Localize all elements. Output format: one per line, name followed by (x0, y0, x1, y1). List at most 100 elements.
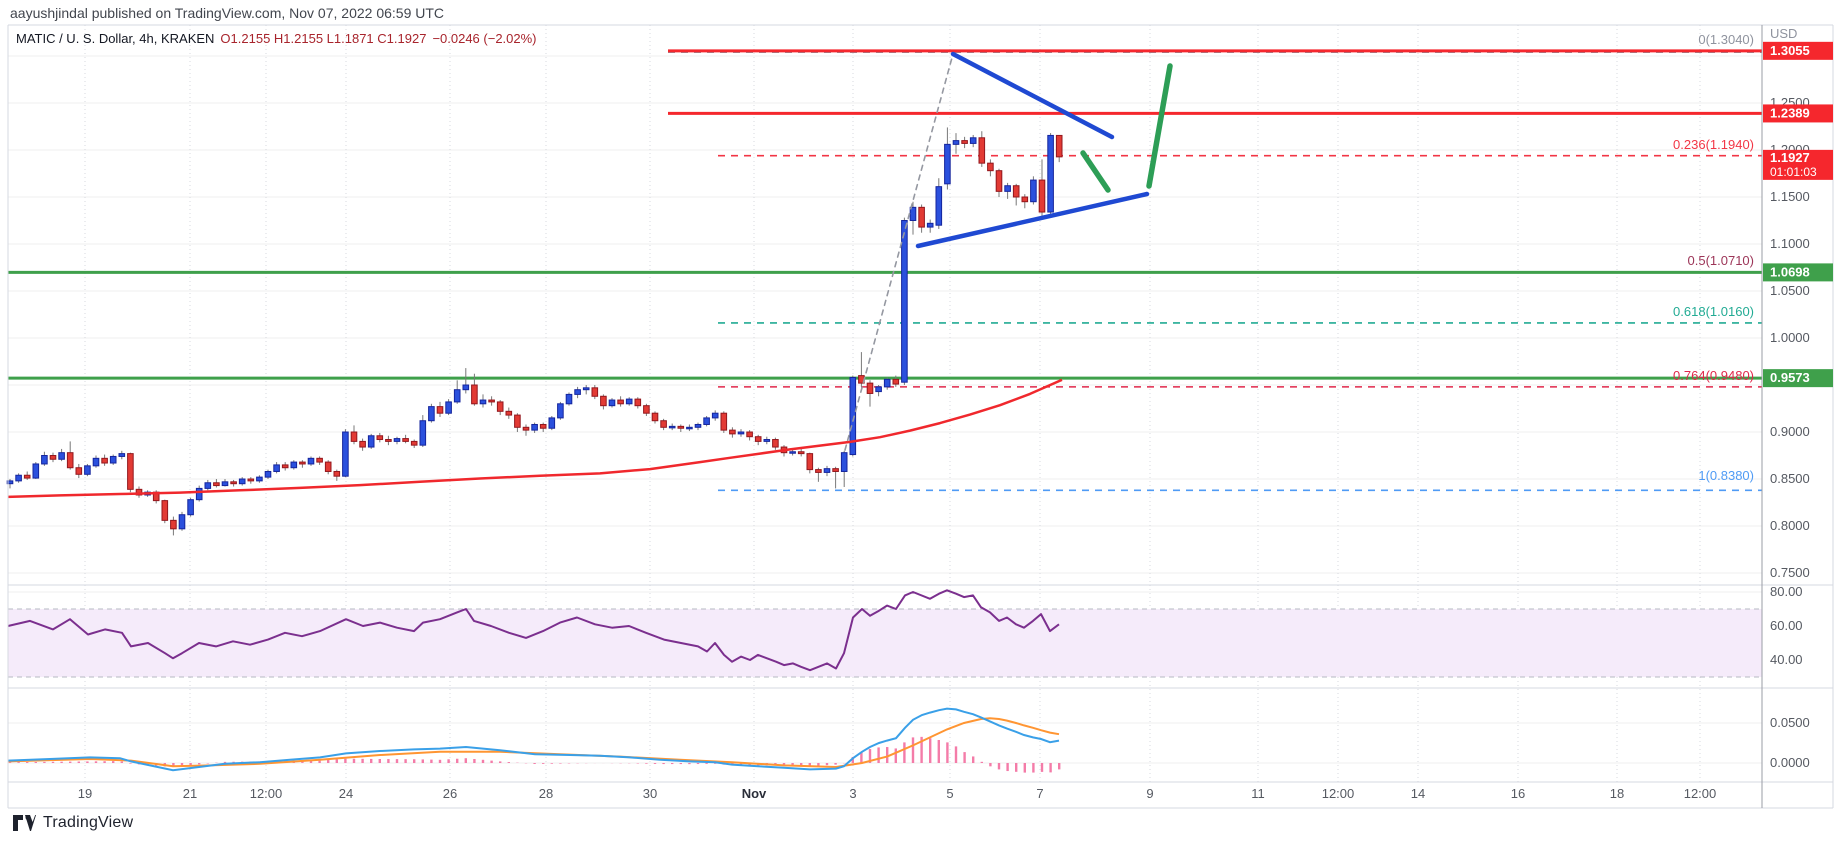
candle-body (694, 423, 702, 428)
price-axis-label: 1.0698 (1763, 263, 1833, 282)
time-axis[interactable]: 19 21 12:00 24 26 28 30 Nov 3 5 7 9 11 12:00 14 16 18 12:… (78, 786, 1717, 801)
rsi-band (8, 609, 1762, 677)
macd-line[interactable] (7, 707, 1060, 772)
price-axis-label: 1.2389 (1763, 104, 1833, 123)
candle-body (729, 429, 736, 435)
candle-body (823, 468, 831, 473)
rsi-pane[interactable] (7, 589, 1762, 678)
candle-body (746, 431, 753, 438)
moving-average-line[interactable] (7, 378, 1063, 499)
candle-body (75, 467, 83, 475)
time-tick-label: Nov (742, 786, 767, 801)
candle-body (849, 376, 857, 456)
candle-body (230, 481, 237, 485)
rsi-line[interactable] (7, 589, 1060, 672)
candle-body (41, 455, 48, 465)
green-trendline[interactable] (1146, 63, 1173, 189)
price-axis[interactable]: USD1.25001.20001.15001.10001.05001.00000… (1770, 26, 1810, 770)
candle-body (505, 410, 513, 416)
candle-body (453, 389, 461, 403)
candle-body (763, 439, 771, 442)
price-label-text: 1.1927 (1770, 150, 1810, 165)
candle-body (1004, 185, 1011, 192)
candle-body (256, 476, 263, 482)
fib-level-label: 0.618(1.0160) (1673, 304, 1754, 319)
candle-body (574, 389, 581, 395)
candle-body (49, 455, 57, 460)
candle-body (926, 222, 934, 228)
candle-body (350, 431, 358, 442)
projection-dashed-line[interactable] (844, 53, 954, 451)
pane-borders (7, 24, 1834, 809)
price-tick-label: 1.1000 (1770, 236, 1810, 251)
time-tick-label: 30 (643, 786, 657, 801)
time-tick-label: 9 (1146, 786, 1153, 801)
fib-level-label: 0(1.3040) (1698, 32, 1754, 47)
candle-body (359, 440, 366, 448)
candle-body (668, 425, 676, 429)
candle-body (832, 468, 839, 472)
candle-body (385, 439, 392, 442)
candle-body (213, 482, 220, 487)
tradingview-logo-icon (13, 815, 36, 831)
candle-body (625, 398, 633, 405)
candle-body (1030, 179, 1037, 203)
candle-body (376, 435, 384, 441)
candle-body (488, 399, 495, 403)
candle-body (221, 481, 229, 487)
candle-body (419, 420, 427, 446)
candle-body (6, 480, 14, 485)
fib-level-label: 0.5(1.0710) (1688, 253, 1755, 268)
candle-body (428, 406, 435, 422)
price-axis-label: 0.9573 (1763, 369, 1833, 388)
green-trendline[interactable] (1080, 150, 1111, 193)
candle-body (720, 412, 728, 431)
macd-tick-label: 0.0500 (1770, 715, 1810, 730)
candle-body (539, 423, 547, 429)
candle-body (307, 457, 315, 465)
candle-body (195, 487, 203, 501)
symbol-legend[interactable]: MATIC / U. S. Dollar, 4h, KRAKEN O1.2155 … (16, 31, 537, 46)
candle-body (565, 393, 573, 405)
candle-body (264, 470, 272, 478)
macd-signal-line[interactable] (7, 717, 1060, 769)
candle-body (797, 451, 805, 455)
candle-body (944, 143, 951, 185)
candle-body (1047, 134, 1054, 213)
blue-trendline[interactable] (950, 51, 1115, 140)
time-tick-label: 7 (1036, 786, 1043, 801)
time-tick-label: 3 (849, 786, 856, 801)
fib-level-label: 1(0.8380) (1698, 468, 1754, 483)
price-tick-label: 1.1500 (1770, 189, 1810, 204)
candles-layer[interactable] (6, 127, 1063, 536)
time-tick-label: 12:00 (250, 786, 283, 801)
candle-body (754, 436, 762, 442)
time-tick-label: 21 (183, 786, 197, 801)
blue-trendline[interactable] (915, 191, 1150, 249)
candle-body (600, 395, 607, 407)
candle-body (187, 499, 194, 516)
price-label-text: 1.3055 (1770, 43, 1810, 58)
price-label-text: 1.2389 (1770, 105, 1810, 120)
candle-body (548, 417, 556, 429)
candle-body (961, 140, 968, 144)
candle-body (436, 406, 444, 414)
brand-name: TradingView (43, 814, 134, 831)
level-lines-layer[interactable] (8, 49, 1762, 380)
time-tick-label: 5 (946, 786, 953, 801)
candle-body (333, 470, 341, 477)
price-tick-label: 0.8500 (1770, 471, 1810, 486)
candle-body (281, 464, 289, 469)
macd-pane[interactable] (7, 707, 1061, 773)
candle-body (66, 452, 74, 469)
price-label-box (1763, 149, 1833, 180)
candle-body (591, 387, 599, 397)
time-tick-label: 28 (539, 786, 553, 801)
candle-body (247, 478, 255, 482)
trendline-drawings[interactable] (844, 51, 1173, 451)
candle-body (918, 206, 925, 228)
candle-body (1012, 185, 1020, 198)
candle-body (84, 465, 91, 475)
